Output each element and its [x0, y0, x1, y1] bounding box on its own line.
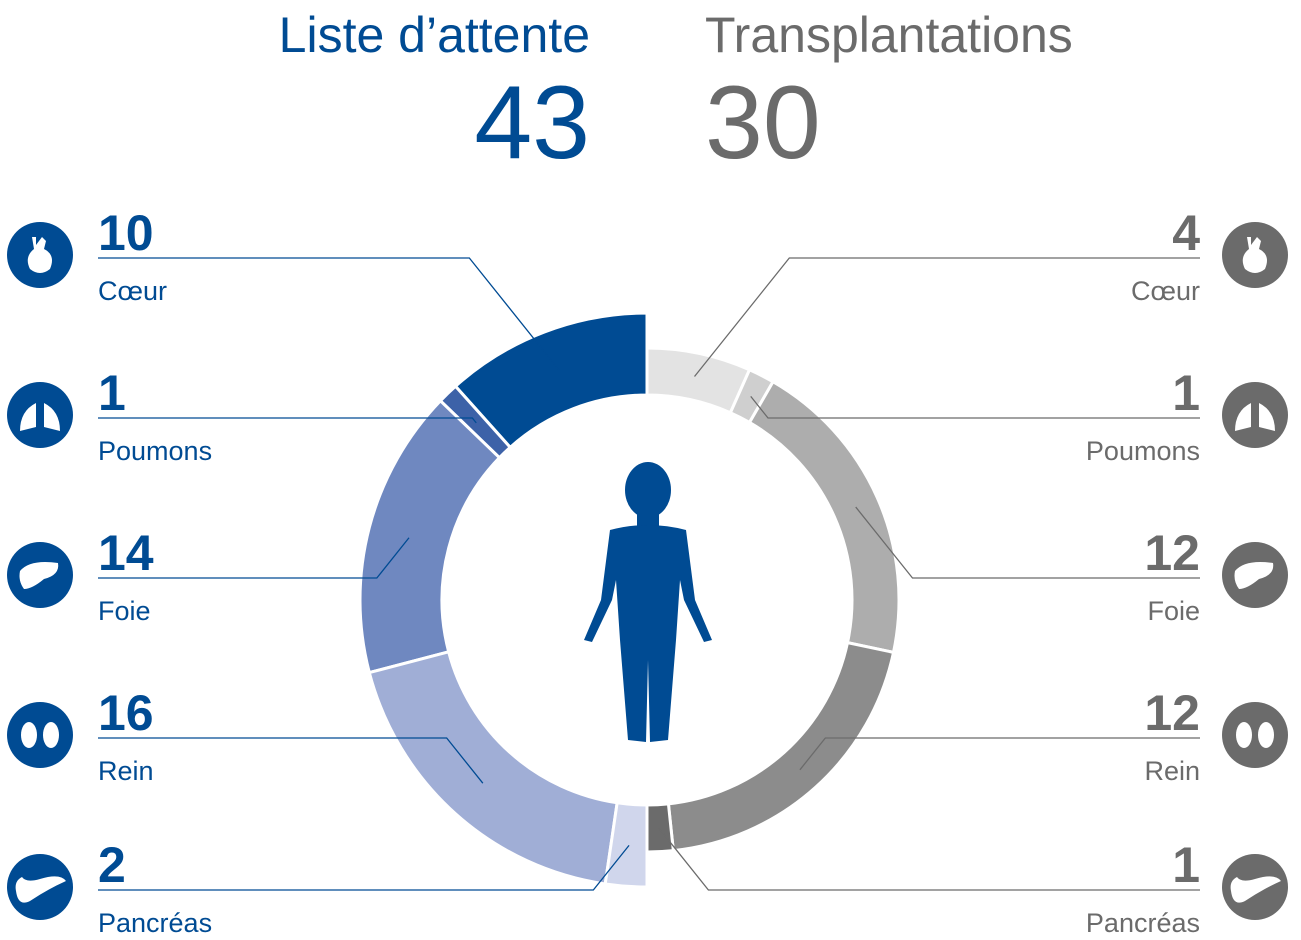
- organ-icon: [7, 702, 73, 768]
- leader-line: [695, 258, 1200, 376]
- organ-label: Cœur: [98, 276, 167, 306]
- icon-circle: [7, 382, 73, 448]
- leader-line: [98, 418, 476, 423]
- organ-icon: [1222, 222, 1288, 288]
- value-label: 2: [98, 837, 126, 893]
- leader-line: [98, 258, 559, 370]
- ring-segment: [647, 804, 673, 852]
- leader-line: [659, 828, 1200, 890]
- ring-segment: [668, 643, 893, 851]
- value-label: 12: [1144, 685, 1200, 741]
- organ-label: Rein: [98, 756, 154, 786]
- organ-icon: [7, 542, 73, 608]
- value-label: 14: [98, 525, 154, 581]
- leader-line: [800, 738, 1200, 770]
- child-figure: [584, 462, 712, 742]
- group-title: Liste d’attente: [279, 7, 590, 63]
- icon-kidney: [21, 722, 37, 748]
- value-label: 4: [1172, 205, 1200, 261]
- group-total: 30: [705, 65, 821, 181]
- organ-label: Rein: [1144, 756, 1200, 786]
- icon-circle: [1222, 382, 1288, 448]
- organ-label: Poumons: [98, 436, 212, 466]
- icon-circle: [1222, 702, 1288, 768]
- organ-icon: [1222, 702, 1288, 768]
- icon-kidney: [1236, 722, 1252, 748]
- page: {"chart_data": [ {"type": "pie", "side":…: [0, 0, 1301, 940]
- organ-icon: [1222, 382, 1288, 448]
- organ-label: Pancréas: [98, 908, 212, 935]
- organ-icon: [7, 382, 73, 448]
- value-label: 1: [98, 365, 126, 421]
- value-label: 10: [98, 205, 154, 261]
- ring-segment: [360, 401, 499, 673]
- value-label: 1: [1172, 365, 1200, 421]
- organ-label: Foie: [1147, 596, 1200, 626]
- organ-icon: [1222, 854, 1288, 920]
- group-total: 43: [474, 65, 590, 181]
- ring-segment: [750, 382, 900, 653]
- icon-kidney: [1258, 722, 1274, 748]
- organ-label: Pancréas: [1086, 908, 1200, 935]
- ring-segment: [369, 652, 617, 884]
- value-label: 16: [98, 685, 154, 741]
- icon-circle: [7, 702, 73, 768]
- organ-icon: [7, 854, 73, 920]
- organ-label: Foie: [98, 596, 151, 626]
- infographic: Liste d’attente4310Cœur1Poumons14Foie16R…: [0, 0, 1301, 935]
- organ-label: Poumons: [1086, 436, 1200, 466]
- value-label: 12: [1144, 525, 1200, 581]
- organ-label: Cœur: [1131, 276, 1200, 306]
- organ-icon: [1222, 542, 1288, 608]
- icon-kidney: [43, 722, 59, 748]
- organ-icon: [7, 222, 73, 288]
- group-title: Transplantations: [705, 7, 1073, 63]
- value-label: 1: [1172, 837, 1200, 893]
